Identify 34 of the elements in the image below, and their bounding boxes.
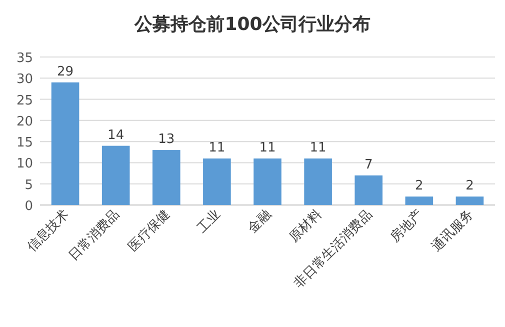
x-tick-label: 金融 <box>245 207 274 236</box>
data-label: 14 <box>108 128 124 143</box>
data-label: 11 <box>208 140 226 156</box>
y-tick-label: 25 <box>16 93 33 108</box>
bar <box>102 146 130 205</box>
bar <box>254 158 282 205</box>
x-tick-label: 原材料 <box>286 207 325 246</box>
x-tick-label: 通讯服务 <box>429 207 477 255</box>
x-tick-label: 医疗保健 <box>126 207 174 255</box>
y-tick-label: 35 <box>16 51 33 66</box>
data-label: 7 <box>364 157 373 172</box>
x-tick-label: 工业 <box>194 207 224 236</box>
bar <box>456 196 484 205</box>
y-tick-label: 15 <box>16 136 33 151</box>
data-label: 2 <box>466 178 474 194</box>
y-tick-label: 30 <box>16 72 33 88</box>
bar <box>203 158 231 205</box>
bar <box>152 150 180 205</box>
data-label: 13 <box>158 132 175 148</box>
data-label: 29 <box>57 64 74 80</box>
chart-title: 公募持仓前100公司行业分布 <box>134 14 370 35</box>
bar <box>304 158 332 205</box>
bar <box>354 175 383 205</box>
bar <box>51 82 80 205</box>
data-label: 11 <box>310 140 326 156</box>
y-tick-label: 0 <box>24 199 33 214</box>
y-tick-label: 5 <box>24 178 33 193</box>
bar <box>405 196 434 205</box>
data-label: 11 <box>259 140 276 156</box>
y-tick-label: 20 <box>16 114 33 130</box>
y-tick-label: 10 <box>16 156 33 172</box>
data-label: 2 <box>415 178 424 194</box>
x-tick-label: 日常消费品 <box>66 207 123 264</box>
x-tick-label: 房地产 <box>387 206 426 246</box>
